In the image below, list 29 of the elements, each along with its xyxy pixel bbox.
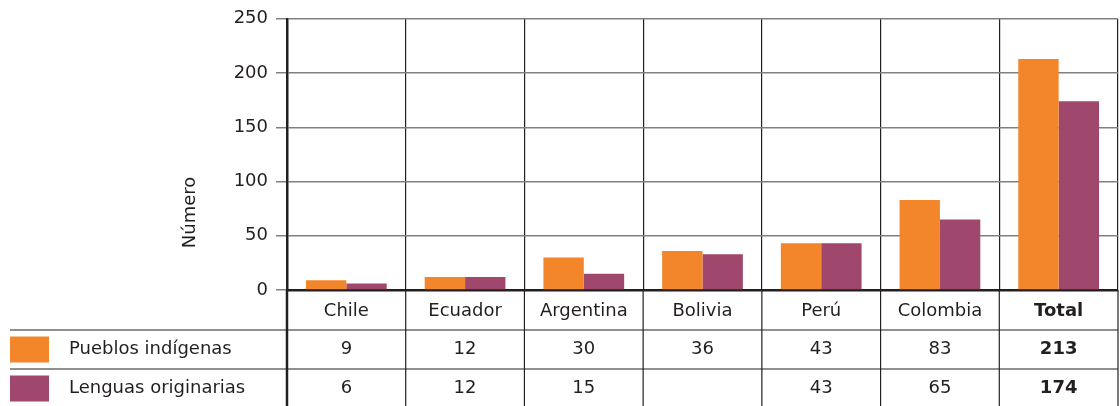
x-tick-label: Chile <box>323 299 369 321</box>
y-tick-label: 150 <box>233 114 268 136</box>
legend-label: Lenguas originarias <box>69 376 246 398</box>
data-label: 174 <box>1039 376 1078 398</box>
x-tick-label: Bolivia <box>672 299 733 321</box>
y-tick-label: 200 <box>233 60 268 82</box>
data-label: 12 <box>453 376 477 398</box>
y-tick-label: 0 <box>256 277 268 299</box>
data-label: 83 <box>928 337 952 359</box>
y-tick-label: 250 <box>233 6 268 28</box>
x-tick-label: Ecuador <box>428 299 503 321</box>
data-label: 213 <box>1039 337 1078 359</box>
data-label: 12 <box>453 337 477 359</box>
x-tick-label: Perú <box>801 299 842 321</box>
data-label: 6 <box>340 376 353 398</box>
data-label: 65 <box>928 376 952 398</box>
y-axis-title: Número <box>177 176 199 249</box>
y-tick-label: 100 <box>233 169 268 191</box>
data-label: 15 <box>572 376 596 398</box>
data-label: 36 <box>691 337 714 359</box>
x-tick-label: Colombia <box>897 299 983 321</box>
data-label: 9 <box>340 337 353 359</box>
data-label: 43 <box>809 337 833 359</box>
x-tick-label: Total <box>1034 299 1084 321</box>
data-label: 43 <box>809 376 833 398</box>
x-tick-label: Argentina <box>539 299 628 321</box>
y-tick-label: 50 <box>245 223 268 245</box>
legend-label: Pueblos indígenas <box>69 337 232 359</box>
data-label: 30 <box>572 337 596 359</box>
